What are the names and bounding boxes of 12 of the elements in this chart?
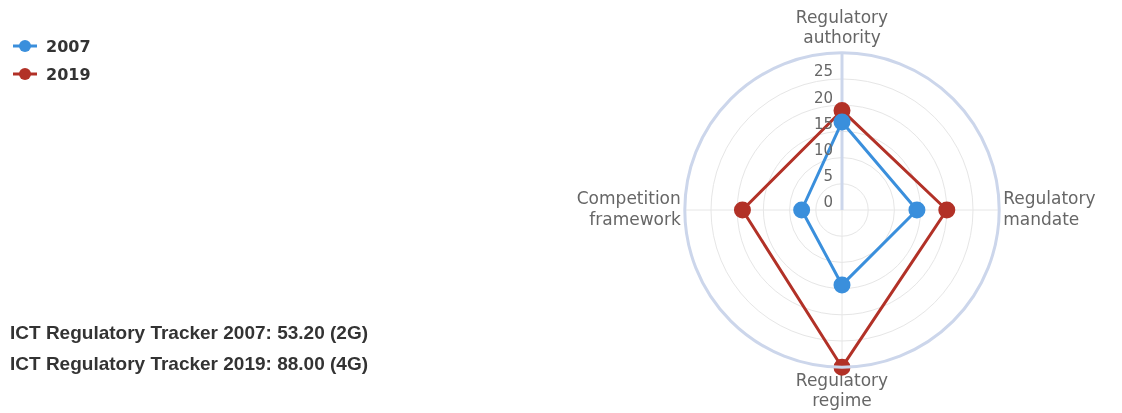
legend-label: 2007 [46,36,91,56]
legend-label: 2019 [46,64,91,84]
y-tick-label: 20 [813,88,833,107]
y-tick-label: 5 [823,167,833,186]
text: ICT Regulatory Tracker 2007: 53.20 (2G) [10,322,368,345]
spoke-label: Regulatory authority [795,6,889,48]
text: ICT Regulatory Tracker 2019: 88.00 (4G) [10,353,368,376]
y-tick-label: 0 [823,193,833,212]
y-tick-label: 25 [813,62,833,81]
spoke-label: Regulatory mandate [1003,188,1096,229]
spoke-label: Competition framework [576,188,681,229]
spoke-label: Regulatory regime [795,369,889,411]
